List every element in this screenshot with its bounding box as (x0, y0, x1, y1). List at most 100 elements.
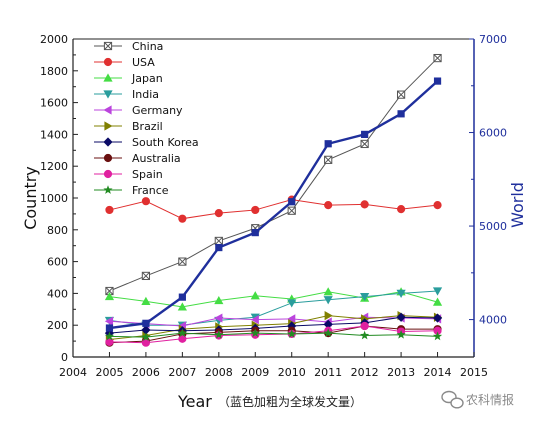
watermark: 农科情报 (441, 390, 514, 409)
legend-item-brazil: Brazil (94, 120, 163, 133)
y-tick-label: 800 (47, 224, 68, 237)
point-india (432, 287, 443, 296)
point-india (323, 296, 333, 305)
legend-item-india: India (94, 88, 159, 101)
point-japan (214, 295, 224, 305)
legend-marker (103, 137, 113, 147)
x-tick-label: 2011 (314, 366, 342, 379)
wechat-logo-icon (441, 390, 464, 409)
point-world (215, 243, 223, 252)
y-tick-label: 200 (47, 319, 68, 332)
point-france (141, 332, 151, 342)
x-axis-label: Year (177, 392, 212, 411)
legend-label: USA (132, 56, 155, 69)
point-usa (105, 205, 114, 215)
point-japan (432, 297, 443, 306)
series-china (105, 53, 442, 296)
point-world (361, 130, 369, 138)
legend-label: Spain (132, 168, 163, 181)
point-germany (287, 314, 296, 324)
point-world (178, 293, 186, 301)
legend-item-spain: Spain (94, 168, 163, 181)
legend-marker (103, 73, 113, 82)
point-usa (178, 214, 187, 223)
line-india (109, 290, 438, 326)
x-tick-label: 2014 (424, 366, 452, 379)
point-germany (104, 316, 114, 326)
legend-label: Germany (132, 104, 183, 117)
legend-marker (103, 105, 112, 115)
x-tick-label: 2007 (168, 366, 196, 379)
line-australia (109, 325, 438, 344)
legend-label: South Korea (132, 136, 199, 149)
point-china (360, 139, 369, 149)
point-south-korea (432, 313, 443, 323)
x-tick-label: 2004 (59, 366, 87, 379)
legend-marker (104, 121, 113, 131)
y2-tick-label: 5000 (479, 220, 507, 233)
legend-marker (103, 90, 113, 99)
legend-item-china: China (94, 40, 163, 53)
legend-item-australia: Australia (94, 152, 181, 165)
series-spain (105, 321, 442, 347)
legend-item-south-korea: South Korea (94, 136, 199, 149)
point-germany (250, 315, 259, 325)
point-south-korea (141, 325, 151, 335)
y-tick-label: 1200 (40, 160, 68, 173)
legend-label: Brazil (132, 120, 163, 133)
y-tick-label: 600 (47, 256, 68, 269)
y-tick-label: 1800 (40, 65, 68, 78)
point-world (142, 319, 150, 327)
line-spain (109, 325, 438, 344)
point-china (324, 155, 333, 164)
y-tick-label: 0 (61, 351, 68, 364)
line-france (109, 332, 438, 338)
point-world (251, 229, 259, 237)
legend-item-usa: USA (94, 56, 155, 69)
x-axis-note: （蓝色加粗为全球发文量） (218, 394, 362, 409)
legend-marker (103, 57, 113, 67)
series-france (104, 328, 443, 342)
point-japan (323, 287, 333, 296)
point-japan (250, 291, 260, 300)
point-india (396, 289, 406, 298)
legend-label: Japan (131, 72, 163, 85)
point-world (324, 140, 332, 148)
legend-item-germany: Germany (94, 104, 183, 117)
point-china (178, 257, 187, 266)
series-japan (104, 287, 443, 311)
x-tick-label: 2005 (95, 366, 123, 379)
x-tick-label: 2015 (460, 366, 488, 379)
x-tick-label: 2013 (387, 366, 415, 379)
line-usa (109, 199, 438, 220)
point-japan (104, 291, 115, 301)
legend-marker (103, 185, 113, 194)
legend-label: China (132, 40, 163, 53)
y2-tick-label: 4000 (479, 314, 507, 327)
line-world (109, 80, 439, 330)
point-japan (141, 296, 151, 305)
point-world (105, 324, 114, 332)
point-france (360, 330, 370, 340)
line-south-korea (109, 316, 438, 334)
legend-label: France (132, 184, 169, 197)
point-france (250, 328, 260, 338)
legend-label: Australia (132, 152, 181, 165)
svg-text:农科情报: 农科情报 (466, 392, 514, 407)
chart-legend: China USA Japan India Germany Brazil South Kor… (94, 40, 199, 197)
y-tick-label: 400 (47, 287, 68, 300)
point-france (323, 328, 333, 338)
point-world (397, 110, 405, 118)
point-usa (324, 201, 333, 210)
point-japan (177, 302, 187, 311)
point-brazil (324, 311, 333, 321)
point-world (433, 77, 442, 85)
point-germany (214, 313, 223, 323)
y-tick-label: 1000 (40, 192, 68, 205)
legend-item-france: France (94, 184, 169, 197)
point-china (214, 236, 223, 246)
x-tick-label: 2006 (132, 366, 160, 379)
y-axis-label: Country (21, 166, 40, 230)
y2-axis-label: World (508, 182, 527, 228)
